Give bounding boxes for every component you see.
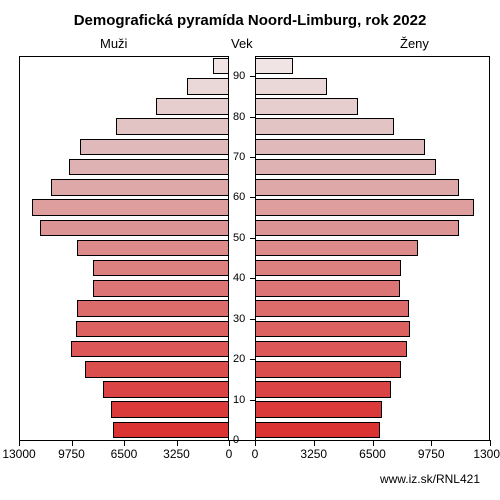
y-tick-label: 80 <box>233 111 245 123</box>
x-tick-label: 9750 <box>58 447 85 461</box>
y-tick-label: 60 <box>233 191 245 203</box>
x-tick-label: 13000 <box>2 447 35 461</box>
y-tick-label: 10 <box>233 394 245 406</box>
x-tick-label: 3250 <box>300 447 327 461</box>
x-tick-label: 6500 <box>111 447 138 461</box>
x-tick-label: 0 <box>252 447 259 461</box>
y-tick-label: 20 <box>233 353 245 365</box>
y-axis: 0 10 20 30 40 50 60 70 80 90 <box>0 0 500 500</box>
y-tick-label: 90 <box>233 70 245 82</box>
x-axis-male: 032506500975013000 <box>19 440 229 470</box>
y-tick-label: 50 <box>233 232 245 244</box>
y-tick-label: 30 <box>233 313 245 325</box>
y-tick-label: 40 <box>233 272 245 284</box>
y-tick-label: 70 <box>233 151 245 163</box>
x-tick-label: 6500 <box>359 447 386 461</box>
x-tick-label: 13000 <box>473 447 500 461</box>
x-tick-label: 3250 <box>163 447 190 461</box>
x-tick-label: 9750 <box>418 447 445 461</box>
source-url: www.iz.sk/RNL421 <box>380 472 480 486</box>
x-tick-label: 0 <box>226 447 233 461</box>
x-axis-female: 032506500975013000 <box>255 440 490 470</box>
pyramid-chart: Demografická pyramída Noord-Limburg, rok… <box>0 0 500 500</box>
